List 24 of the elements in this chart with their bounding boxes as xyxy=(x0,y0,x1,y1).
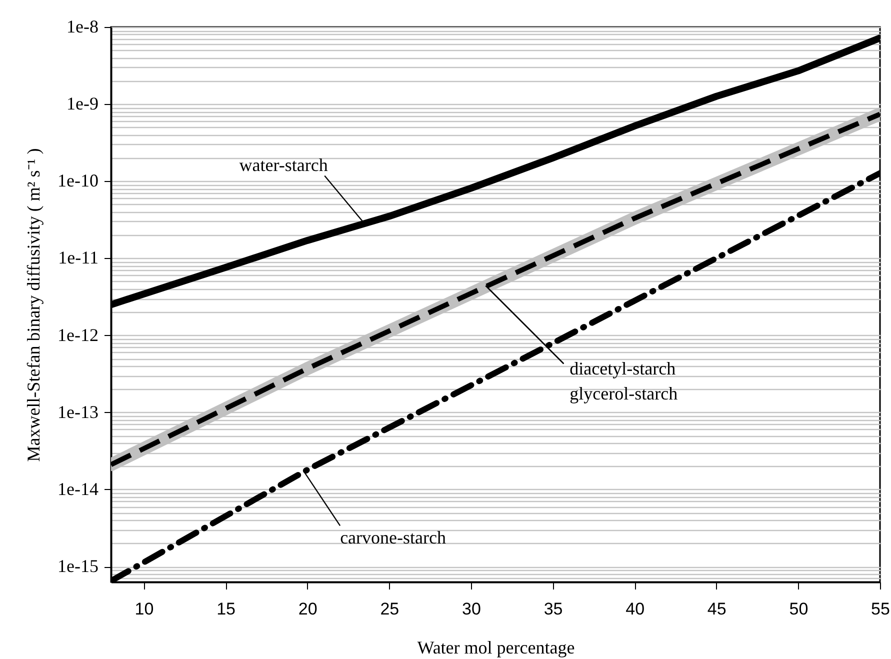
y-tick-label: 1e-8 xyxy=(66,16,98,36)
y-axis-title: Maxwell-Stefan binary diffusivity ( m² s⁻¹ ) xyxy=(24,148,44,462)
y-tick-label: 1e-15 xyxy=(58,556,98,576)
x-tick-label: 15 xyxy=(216,600,236,618)
y-tick-label: 1e-10 xyxy=(58,170,98,191)
x-tick-label: 45 xyxy=(707,600,726,618)
y-tick-label: 1e-9 xyxy=(66,94,98,114)
x-tick-label: 20 xyxy=(298,600,318,618)
x-tick-label: 35 xyxy=(544,600,563,618)
y-tick-label: 1e-14 xyxy=(58,478,98,499)
y-tick-label: 1e-11 xyxy=(58,248,98,268)
x-tick-label: 55 xyxy=(871,600,890,618)
annotation: water-starch xyxy=(239,154,328,175)
x-tick-label: 30 xyxy=(462,600,481,618)
annotation: carvone-starch xyxy=(340,528,446,548)
annotation: diacetyl-starch xyxy=(570,358,676,379)
y-tick-label: 1e-12 xyxy=(58,324,98,345)
x-axis-title: Water mol percentage xyxy=(417,638,575,658)
x-tick-label: 40 xyxy=(626,600,645,618)
x-tick-label: 25 xyxy=(380,600,400,618)
x-tick-label: 10 xyxy=(134,600,154,618)
annotation: glycerol-starch xyxy=(570,384,678,404)
y-tick-label: 1e-13 xyxy=(58,402,98,422)
x-tick-label: 50 xyxy=(789,600,808,618)
